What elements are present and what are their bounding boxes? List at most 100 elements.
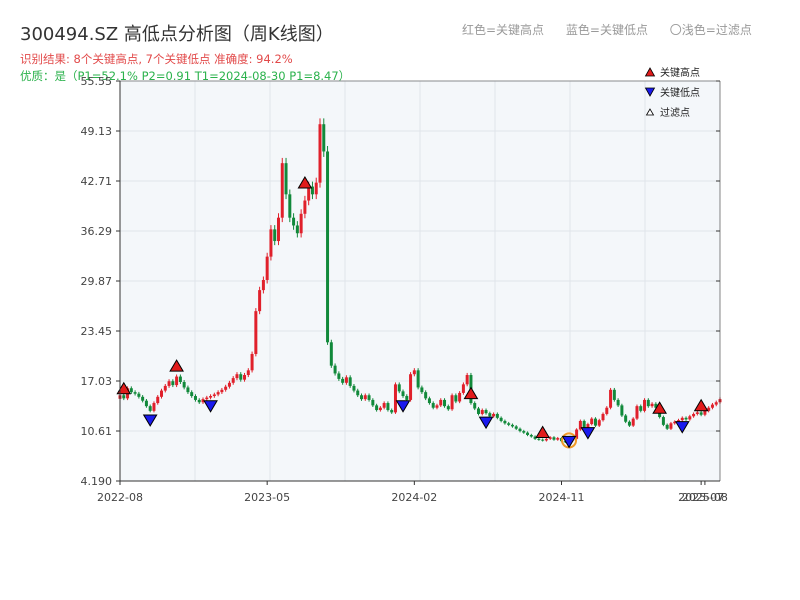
y-tick-label: 10.61 [81, 425, 113, 438]
candle [209, 394, 213, 400]
candle [639, 404, 643, 413]
candle-body [420, 387, 424, 393]
candle [390, 408, 394, 414]
candle [314, 177, 318, 200]
candle [424, 390, 428, 401]
top-legend-red: 红色=关键高点 [462, 23, 545, 37]
candle [616, 398, 620, 408]
candle [548, 436, 552, 440]
candle-body [684, 417, 688, 420]
candle [646, 398, 650, 408]
candle-body [695, 412, 699, 414]
candle-body [537, 438, 541, 440]
candle-body [397, 384, 401, 392]
candle [276, 213, 280, 246]
candle [454, 393, 458, 404]
candle [197, 398, 201, 404]
candle-body [499, 417, 503, 421]
key-high-marker [535, 425, 551, 438]
candle [458, 391, 462, 404]
candle-body [526, 432, 530, 435]
candle [714, 400, 718, 407]
candle-body [167, 381, 171, 386]
legend-symbol [644, 67, 656, 77]
key-low-marker [395, 400, 411, 413]
candle-body [597, 420, 601, 426]
candle-body [514, 426, 518, 429]
candle-body [488, 413, 492, 417]
candle-body [707, 407, 711, 411]
candle [680, 416, 684, 422]
candle [601, 412, 605, 422]
candle [265, 252, 269, 284]
candle-body [665, 424, 669, 429]
candle-body [337, 373, 341, 379]
x-tick-label: 2024-11 [539, 491, 585, 504]
candle-body [148, 406, 152, 411]
candle [156, 395, 160, 405]
candle [412, 368, 416, 377]
candle-body [461, 384, 465, 393]
candle [450, 393, 454, 411]
candle [227, 380, 231, 389]
candle [443, 398, 447, 408]
candle [631, 417, 635, 427]
legend-label: 关键高点 [660, 66, 700, 79]
candle [431, 401, 435, 410]
candle-body [261, 279, 265, 291]
candle [148, 404, 152, 413]
candle-body [590, 418, 594, 425]
candle-body [692, 413, 696, 417]
candle-body [356, 390, 360, 396]
candle-body [446, 406, 450, 410]
candle [201, 397, 205, 404]
candle [284, 157, 288, 200]
candle [416, 368, 420, 390]
candle-body [341, 378, 345, 383]
candle [446, 404, 450, 411]
candle [133, 390, 137, 396]
candle-body [144, 400, 148, 407]
candle [269, 225, 273, 261]
candle-body [593, 418, 597, 426]
candle-body [401, 391, 405, 397]
candle [239, 372, 243, 382]
candle [360, 393, 364, 401]
candle-body [529, 434, 533, 437]
candle [650, 402, 654, 408]
candle-body [650, 403, 654, 407]
candle-body [348, 377, 352, 386]
candle-body [390, 410, 394, 413]
candle [597, 418, 601, 427]
candle-body [480, 410, 484, 414]
candle [171, 379, 175, 388]
candle [695, 410, 699, 416]
candle [371, 398, 375, 408]
candle [510, 423, 514, 428]
candle [326, 146, 330, 345]
candle-body [639, 406, 643, 411]
candle-body [303, 200, 307, 214]
candle-body [178, 376, 182, 383]
candle [518, 427, 522, 433]
key-low-marker [580, 427, 596, 440]
y-tick-label: 42.71 [81, 175, 113, 188]
candle [193, 394, 197, 402]
candle-body [609, 389, 613, 408]
candle [533, 435, 537, 440]
candle-body [431, 403, 435, 408]
candle-body [556, 438, 560, 440]
candle [495, 412, 499, 420]
candle [386, 401, 390, 412]
markers-group [116, 176, 709, 449]
candle-body [435, 405, 439, 408]
candle-body [643, 399, 647, 411]
candle [205, 395, 209, 401]
candle [344, 375, 348, 385]
candle [310, 181, 314, 200]
candle-body [552, 437, 556, 440]
candle-body [137, 393, 141, 397]
candle-body [175, 376, 179, 386]
candle-body [616, 399, 620, 406]
candle-body [209, 396, 213, 398]
